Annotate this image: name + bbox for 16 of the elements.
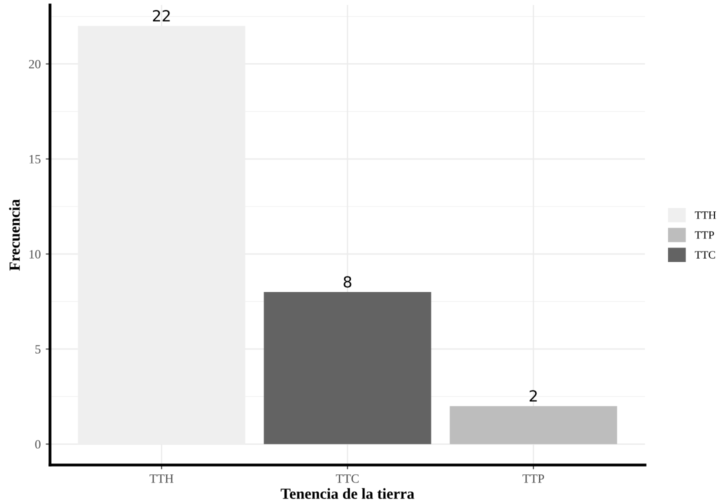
x-tick-label: TTC: [336, 474, 359, 483]
y-tick-label: 0: [35, 440, 40, 449]
x-tick-label: TTH: [150, 474, 174, 483]
legend-label: TTC: [694, 251, 716, 259]
legend-label: TTP: [694, 231, 714, 239]
y-tick-label: 20: [29, 60, 40, 68]
x-tick-label: TTP: [522, 474, 544, 483]
y-axis-title: Frecuencia: [9, 199, 20, 271]
data-label: 22: [152, 10, 170, 22]
y-tick-label: 15: [30, 155, 40, 164]
legend-label: TTH: [694, 212, 716, 219]
y-tick-label: 5: [35, 345, 40, 354]
x-axis-title: Tenencia de la tierra: [280, 488, 414, 499]
data-label: 8: [344, 276, 352, 288]
y-tick-label: 10: [30, 250, 40, 258]
data-label: 2: [530, 390, 537, 402]
